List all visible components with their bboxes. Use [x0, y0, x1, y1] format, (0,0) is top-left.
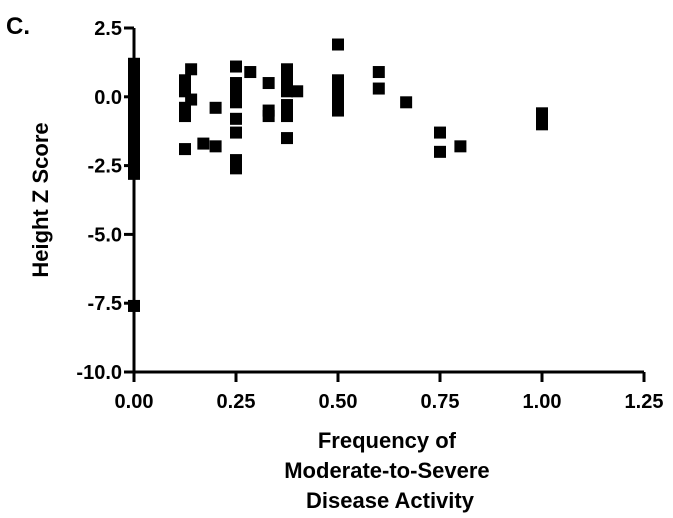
data-point	[291, 85, 304, 98]
data-point	[400, 96, 413, 109]
data-point	[230, 60, 242, 73]
x-tick-label: 1.00	[523, 391, 562, 413]
data-point	[281, 99, 293, 112]
data-point	[179, 110, 191, 123]
data-point	[281, 85, 293, 98]
data-point	[197, 137, 210, 150]
x-tick-label: 0.50	[319, 391, 358, 413]
x-tick-label: 0.25	[217, 391, 256, 413]
x-tick-label: 0.00	[115, 391, 154, 413]
x-axis-title: Frequency of Moderate-to-Severe Disease …	[284, 428, 496, 513]
data-point	[281, 74, 293, 87]
data-point	[262, 77, 275, 90]
data-point	[179, 143, 191, 156]
y-tick-label: 0.0	[94, 87, 122, 109]
data-point	[179, 74, 191, 87]
x-tick-label: 1.25	[625, 391, 664, 413]
y-tick-label: -2.5	[88, 156, 122, 178]
data-point	[536, 118, 548, 131]
y-tick-label: -10.0	[76, 362, 122, 384]
data-point	[209, 101, 222, 114]
x-axis-title-line-2: Moderate-to-Severe	[284, 458, 489, 483]
x-ticks: 0.00 0.25 0.50 0.75 1.00 1.25	[115, 372, 664, 413]
data-point	[281, 132, 293, 145]
y-ticks: 2.5 0.0 -2.5 -5.0 -7.5 -10.0	[76, 18, 134, 384]
panel-label: C.	[6, 13, 30, 40]
data-point	[372, 66, 385, 79]
data-point	[185, 93, 198, 106]
data-point	[332, 104, 344, 117]
y-tick-label: 2.5	[94, 18, 122, 40]
data-point	[281, 110, 293, 123]
data-point	[230, 96, 242, 109]
data-point	[454, 140, 467, 153]
data-point	[244, 66, 257, 79]
data-point	[262, 110, 275, 123]
x-axis-title-line-3: Disease Activity	[306, 488, 475, 513]
y-tick-label: -5.0	[88, 224, 122, 246]
data-point	[332, 38, 344, 51]
x-tick-label: 0.75	[421, 391, 460, 413]
data-point	[185, 63, 198, 76]
data-point	[230, 112, 242, 125]
data-points	[128, 38, 548, 312]
axes	[132, 28, 644, 374]
data-point	[434, 126, 446, 139]
data-point	[434, 145, 446, 158]
data-point	[372, 82, 385, 95]
data-point	[209, 140, 222, 153]
x-axis-title-line-1: Frequency of	[318, 428, 457, 453]
data-point	[281, 63, 293, 76]
data-point	[230, 85, 242, 98]
y-axis-title: Height Z Score	[28, 122, 53, 277]
data-point	[230, 126, 242, 139]
y-tick-label: -7.5	[88, 293, 122, 315]
data-point	[230, 162, 242, 175]
